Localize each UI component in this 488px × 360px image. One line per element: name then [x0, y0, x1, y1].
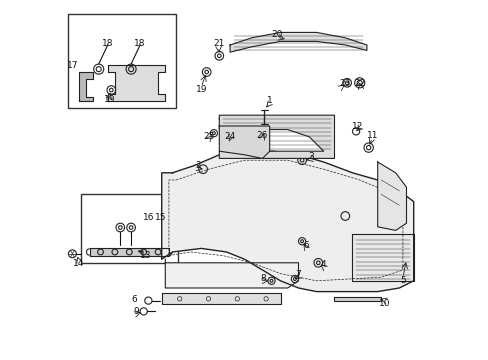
Text: 4: 4 — [320, 260, 326, 269]
Text: 6: 6 — [303, 241, 309, 250]
Text: 18: 18 — [102, 40, 113, 49]
Text: 1: 1 — [266, 96, 272, 105]
Polygon shape — [334, 297, 381, 301]
Text: 24: 24 — [224, 132, 235, 141]
Text: 10: 10 — [378, 299, 390, 307]
Polygon shape — [107, 65, 165, 101]
FancyBboxPatch shape — [68, 14, 176, 108]
Text: 18: 18 — [134, 40, 145, 49]
Polygon shape — [162, 151, 413, 292]
Polygon shape — [377, 162, 406, 230]
Text: 8: 8 — [260, 274, 266, 283]
Text: 23: 23 — [339, 79, 350, 88]
Text: 25: 25 — [203, 132, 214, 141]
Polygon shape — [162, 293, 280, 304]
Text: 19: 19 — [103, 95, 115, 104]
Text: 5: 5 — [399, 276, 405, 285]
Text: 15: 15 — [155, 213, 166, 222]
Text: 16: 16 — [143, 213, 155, 222]
Text: 22: 22 — [354, 79, 366, 88]
Text: 12: 12 — [351, 122, 363, 131]
Text: 14: 14 — [73, 259, 84, 268]
Text: 17: 17 — [67, 61, 79, 70]
Polygon shape — [79, 72, 93, 101]
Polygon shape — [89, 248, 168, 256]
Text: 20: 20 — [271, 30, 282, 39]
Text: 7: 7 — [294, 270, 300, 279]
Text: 11: 11 — [366, 131, 377, 140]
Text: 9: 9 — [133, 307, 139, 316]
Text: 19: 19 — [195, 85, 206, 94]
Text: 2: 2 — [195, 161, 200, 170]
Polygon shape — [219, 115, 334, 158]
Polygon shape — [165, 259, 298, 288]
Polygon shape — [219, 126, 269, 158]
Text: 6: 6 — [132, 295, 137, 304]
FancyBboxPatch shape — [81, 194, 178, 263]
Text: 21: 21 — [212, 40, 224, 49]
Text: 3: 3 — [307, 152, 313, 161]
Polygon shape — [352, 234, 413, 281]
Polygon shape — [230, 32, 366, 52]
Text: 13: 13 — [140, 251, 151, 260]
Text: 26: 26 — [256, 131, 267, 140]
